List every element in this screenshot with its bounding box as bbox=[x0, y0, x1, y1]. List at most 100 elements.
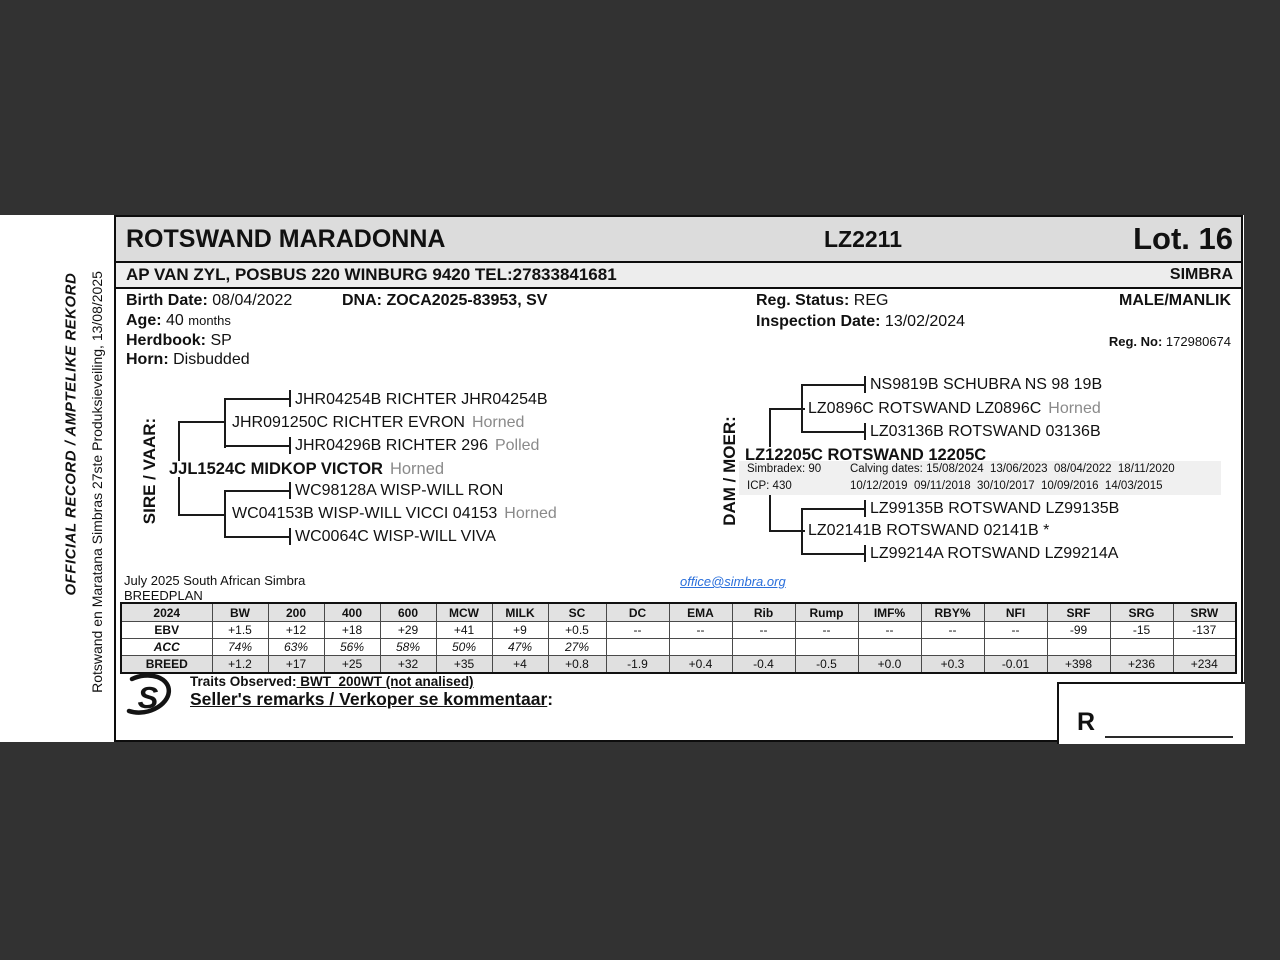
bp-cell-acc-rib bbox=[731, 638, 796, 656]
pedigree-dam-sire-sire: NS9819B SCHUBRA NS 98 19B bbox=[870, 377, 1106, 393]
pedigree-sire-sire-dam: JHR04296B RICHTER 296 Polled bbox=[295, 438, 543, 454]
bp-col-bw: BW bbox=[211, 602, 269, 622]
bp-row-label-breed: BREED bbox=[120, 655, 213, 674]
bp-cell-acc-rby bbox=[920, 638, 985, 656]
pedigree-dam-dam: LZ02141B ROTSWAND 02141B * bbox=[808, 523, 1053, 539]
bp-cell-ebv-dc: -- bbox=[605, 621, 670, 639]
dna-field: DNA: ZOCA2025-83953, SV bbox=[342, 292, 548, 309]
bp-col-sc: SC bbox=[547, 602, 607, 622]
bp-cell-acc-nfi bbox=[983, 638, 1048, 656]
pedigree-sire-dam: WC04153B WISP-WILL VICCI 04153 Horned bbox=[232, 506, 560, 522]
animal-name: ROTSWAND MARADONNA bbox=[126, 225, 446, 253]
title-band: ROTSWAND MARADONNA LZ2211 Lot. 16 bbox=[116, 217, 1241, 263]
bp-cell-ebv-bw: +1.5 bbox=[211, 621, 269, 639]
bp-cell-breed-rump: -0.5 bbox=[794, 655, 859, 674]
bp-cell-ebv-mcw: +41 bbox=[435, 621, 493, 639]
bp-cell-acc-srf bbox=[1046, 638, 1111, 656]
sire-dam-sire-stub bbox=[224, 490, 290, 492]
tree-tick bbox=[864, 423, 866, 440]
owner-band: AP VAN ZYL, POSBUS 220 WINBURG 9420 TEL:… bbox=[116, 263, 1241, 289]
animal-id: LZ2211 bbox=[824, 226, 902, 252]
bp-cell-breed-mcw: +35 bbox=[435, 655, 493, 674]
tree-tick bbox=[864, 545, 866, 562]
bp-cell-breed-srw: +234 bbox=[1172, 655, 1237, 674]
bp-cell-ebv-200: +12 bbox=[267, 621, 325, 639]
bp-col-400: 400 bbox=[323, 602, 381, 622]
dam-tree-label: DAM / MOER: bbox=[720, 416, 739, 526]
herdbook-field: Herdbook: SP bbox=[126, 332, 232, 349]
logo-swoosh bbox=[126, 673, 172, 715]
sire-sire-sire-stub bbox=[224, 398, 290, 400]
breedplan-caption: July 2025 South African Simbra BREEDPLAN bbox=[124, 573, 306, 603]
dam-calving-dates-1: Calving dates: 15/08/2024 13/06/2023 08/… bbox=[850, 463, 1175, 475]
sire-dam-stub bbox=[178, 514, 226, 516]
dam-simbradex: Simbradex: 90 bbox=[747, 463, 822, 475]
tree-tick bbox=[289, 528, 291, 545]
breed-name: SIMBRA bbox=[1169, 266, 1233, 283]
logo-letter: S bbox=[138, 680, 159, 715]
bp-cell-ebv-rump: -- bbox=[794, 621, 859, 639]
pedigree-sire-dam-dam: WC0064C WISP-WILL VIVA bbox=[295, 529, 506, 545]
bp-cell-ebv-ema: -- bbox=[668, 621, 733, 639]
bp-col-srg: SRG bbox=[1109, 602, 1174, 622]
sex-field: MALE/MANLIK bbox=[1119, 292, 1231, 309]
dam-dam-stub bbox=[769, 530, 805, 532]
simbra-logo: S bbox=[118, 670, 180, 731]
dam-calving-dates-2: 10/12/2019 09/11/2018 30/10/2017 10/09/2… bbox=[850, 480, 1163, 492]
birth-date-field: Birth Date: 08/04/2022 bbox=[126, 292, 293, 309]
pedigree-dam-dam-dam: LZ99214A ROTSWAND LZ99214A bbox=[870, 546, 1122, 562]
tree-tick bbox=[289, 437, 291, 454]
price-blank-line[interactable] bbox=[1105, 736, 1233, 738]
sire-dam-bracket-vertical bbox=[224, 491, 226, 538]
pedigree-sire: JJL1524C MIDKOP VICTOR Horned bbox=[169, 461, 448, 477]
pedigree-dam: LZ12205C ROTSWAND 12205C bbox=[745, 447, 990, 463]
bp-cell-breed-200: +17 bbox=[267, 655, 325, 674]
tree-tick bbox=[864, 500, 866, 517]
sire-dam-dam-stub bbox=[224, 536, 290, 538]
bp-row-label-acc: ACC bbox=[120, 638, 213, 656]
bp-cell-ebv-imf: -- bbox=[857, 621, 922, 639]
bp-cell-acc-bw: 74% bbox=[211, 638, 269, 656]
bp-cell-acc-400: 56% bbox=[323, 638, 381, 656]
traits-observed: Traits Observed: BWT 200WT (not analised… bbox=[190, 674, 474, 689]
sire-sire-bracket-vertical bbox=[224, 399, 226, 448]
bp-col-200: 200 bbox=[267, 602, 325, 622]
age-field: Age: 40 months bbox=[126, 312, 231, 329]
currency-prefix: R bbox=[1077, 708, 1096, 736]
inspection-date-field: Inspection Date: 13/02/2024 bbox=[756, 313, 965, 330]
bp-cell-breed-srg: +236 bbox=[1109, 655, 1174, 674]
bp-col-dc: DC bbox=[605, 602, 670, 622]
dam-sire-dam-stub bbox=[801, 431, 866, 433]
bp-cell-acc-imf bbox=[857, 638, 922, 656]
bp-cell-breed-rby: +0.3 bbox=[920, 655, 985, 674]
bp-col-nfi: NFI bbox=[983, 602, 1048, 622]
bp-col-600: 600 bbox=[379, 602, 437, 622]
bp-col-rump: Rump bbox=[794, 602, 859, 622]
bp-cell-acc-200: 63% bbox=[267, 638, 325, 656]
pedigree-dam-sire-dam: LZ03136B ROTSWAND 03136B bbox=[870, 424, 1104, 440]
bp-cell-ebv-srw: -137 bbox=[1172, 621, 1237, 639]
dam-dam-dam-stub bbox=[801, 553, 866, 555]
bp-cell-acc-dc bbox=[605, 638, 670, 656]
side-label-official-record: OFFICIAL RECORD / AMPTELIKE REKORD bbox=[62, 272, 80, 596]
email-link[interactable]: office@simbra.org bbox=[680, 574, 786, 589]
bp-col-mcw: MCW bbox=[435, 602, 493, 622]
pedigree-sire-sire: JHR091250C RICHTER EVRON Horned bbox=[232, 415, 528, 431]
dam-sire-sire-stub bbox=[801, 384, 866, 386]
bp-cell-ebv-sc: +0.5 bbox=[547, 621, 607, 639]
bp-cell-acc-srw bbox=[1172, 638, 1237, 656]
reg-no-field: Reg. No: 172980674 bbox=[1108, 334, 1231, 349]
owner-line: AP VAN ZYL, POSBUS 220 WINBURG 9420 TEL:… bbox=[126, 265, 617, 284]
pedigree-sire-dam-sire: WC98128A WISP-WILL RON bbox=[295, 483, 514, 499]
price-box: R bbox=[1057, 682, 1245, 744]
bp-cell-ebv-rby: -- bbox=[920, 621, 985, 639]
bp-col-imf: IMF% bbox=[857, 602, 922, 622]
bp-col-srw: SRW bbox=[1172, 602, 1237, 622]
pedigree-dam-sire: LZ0896C ROTSWAND LZ0896C Horned bbox=[808, 401, 1104, 417]
bp-row-label-ebv: EBV bbox=[120, 621, 213, 639]
bp-cell-ebv-400: +18 bbox=[323, 621, 381, 639]
bp-cell-breed-nfi: -0.01 bbox=[983, 655, 1048, 674]
side-label-sale-event: Rotswand en Maratana Simbras 27ste Produ… bbox=[89, 271, 105, 693]
horn-field: Horn: Disbudded bbox=[126, 351, 250, 368]
bp-cell-acc-rump bbox=[794, 638, 859, 656]
